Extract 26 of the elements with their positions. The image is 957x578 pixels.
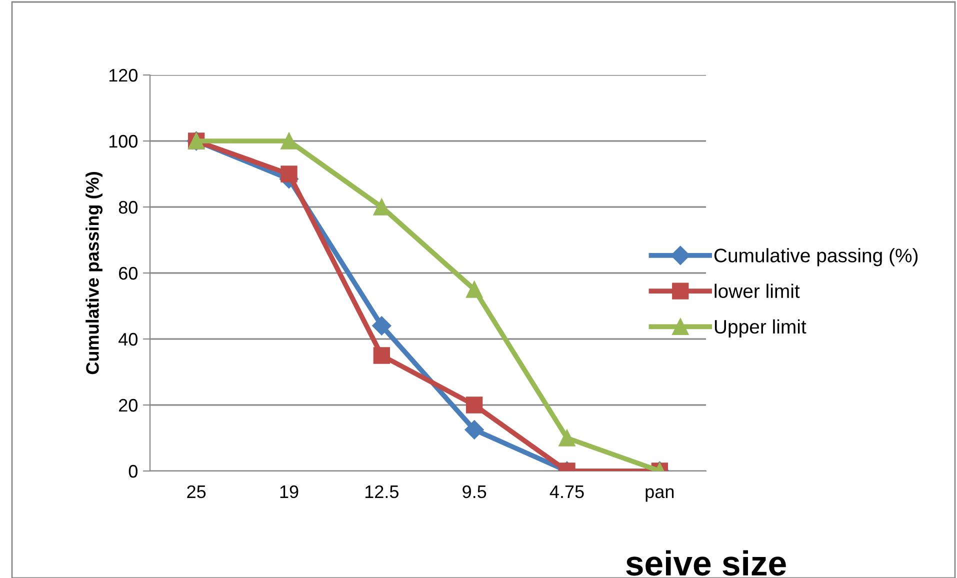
point bbox=[464, 420, 484, 440]
legend-label: Cumulative passing (%) bbox=[714, 248, 918, 266]
point bbox=[558, 430, 576, 446]
y-tick-label: 80 bbox=[118, 200, 138, 214]
y-tick-label: 0 bbox=[128, 464, 138, 478]
point bbox=[280, 132, 298, 150]
y-tick-label: 40 bbox=[118, 332, 138, 346]
y-tick-label: 120 bbox=[109, 68, 138, 82]
point bbox=[466, 396, 483, 414]
x-tick-label: 9.5 bbox=[462, 485, 486, 498]
x-tick-label: 4.75 bbox=[550, 486, 584, 498]
y-tick-label: 60 bbox=[119, 266, 138, 280]
point bbox=[373, 347, 390, 364]
x-tick-label: 25 bbox=[187, 485, 206, 498]
point bbox=[372, 316, 392, 336]
x-tick-label: 12.5 bbox=[365, 485, 398, 498]
x-tick-label: pan bbox=[646, 488, 674, 502]
point bbox=[466, 281, 483, 298]
y-tick-label: 20 bbox=[119, 398, 138, 412]
point bbox=[280, 166, 298, 182]
x-tick-label: 19 bbox=[280, 485, 298, 498]
legend-label: Upper limit bbox=[714, 319, 806, 338]
legend-label: lower limit bbox=[714, 284, 800, 298]
y-axis-title: Cumulative passing (%) bbox=[86, 172, 103, 374]
x-axis-title: seive size bbox=[626, 550, 786, 576]
y-tick-label: 100 bbox=[109, 134, 138, 148]
